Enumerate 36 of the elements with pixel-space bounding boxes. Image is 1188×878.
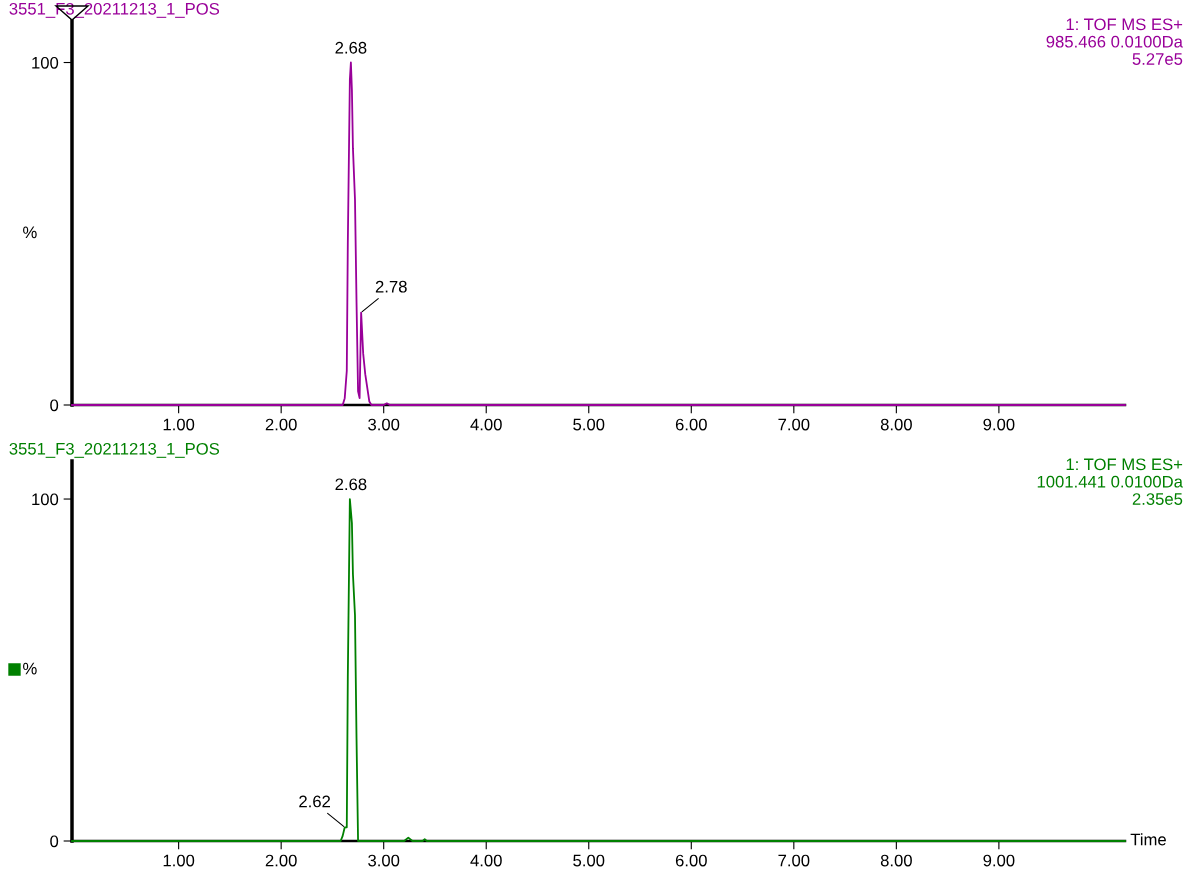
x-tick-label: 7.00 — [778, 418, 810, 431]
x-tick-label: 2.00 — [265, 854, 297, 867]
y-tick-label: 0 — [50, 835, 59, 848]
x-tick-label: 9.00 — [983, 418, 1015, 431]
x-tick-label: 2.00 — [265, 418, 297, 431]
x-tick-label: 8.00 — [880, 418, 912, 431]
x-tick-label: 9.00 — [983, 854, 1015, 867]
y-axis-title: % — [23, 226, 37, 239]
annotation: 1001.441 0.0100Da — [1037, 475, 1183, 488]
annotation: 2.68 — [335, 478, 367, 491]
y-tick-label: 100 — [32, 493, 59, 506]
x-tick-label: 5.00 — [573, 854, 605, 867]
x-tick-label: 4.00 — [470, 418, 502, 431]
x-tick-label: 6.00 — [675, 854, 707, 867]
text: 5.27e5 — [1132, 53, 1183, 65]
x-tick-label: 4.00 — [470, 854, 502, 867]
x-tick-label: 6.00 — [675, 418, 707, 431]
x-tick-label: 8.00 — [880, 854, 912, 867]
annotation: 985.466 0.0100Da — [1046, 35, 1183, 48]
x-tick-label: 7.00 — [778, 854, 810, 867]
y-tick-label: 100 — [32, 56, 59, 69]
x-tick-label: 3.00 — [368, 418, 400, 431]
annotation: 1: TOF MS ES+ — [1066, 18, 1183, 31]
y-axis-title: % — [23, 662, 37, 675]
x-tick-label: 5.00 — [573, 418, 605, 431]
annotation: 2.62 — [299, 795, 331, 808]
text: 2.35e5 — [1132, 493, 1183, 505]
x-tick-label: 3.00 — [368, 854, 400, 867]
x-tick-label: 1.00 — [163, 854, 195, 867]
annotation: 2.68 — [335, 41, 367, 54]
annotation: 1: TOF MS ES+ — [1066, 458, 1183, 471]
y-tick-label: 0 — [50, 399, 59, 412]
chart-title: 3551_F3_20211213_1_POS — [9, 442, 220, 458]
x-tick-label: 1.00 — [163, 418, 195, 431]
annotation: 2.78 — [375, 280, 407, 293]
x-axis-title: Time — [1130, 833, 1166, 846]
